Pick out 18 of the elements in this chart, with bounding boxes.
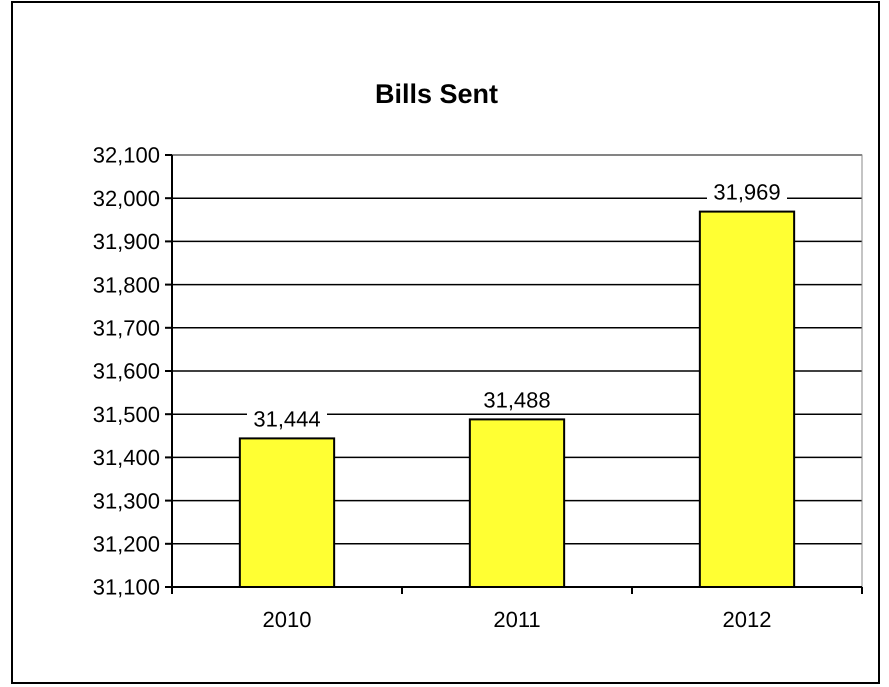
y-tick-label: 31,100: [92, 574, 160, 600]
y-tick-label: 31,600: [92, 358, 160, 384]
y-tick-label: 31,200: [92, 532, 160, 556]
y-tick-label: 31,500: [92, 402, 160, 427]
y-tick-label: 31,300: [92, 488, 160, 514]
x-tick-label: 2012: [722, 607, 772, 632]
y-tick-label: 32,000: [92, 186, 160, 211]
y-tick-label: 31,400: [92, 445, 160, 470]
x-tick-label: 2011: [493, 607, 541, 632]
data-label: 31,444: [253, 406, 321, 432]
data-label: 31,488: [483, 387, 551, 412]
y-tick-label: 31,900: [92, 229, 160, 254]
y-tick-label: 31,800: [92, 272, 160, 298]
y-tick-label: 32,100: [92, 142, 160, 168]
data-label: 31,969: [713, 180, 781, 205]
y-tick-label: 31,700: [92, 316, 160, 340]
chart-title: Bills Sent: [374, 79, 498, 109]
x-tick-label: 2010: [262, 607, 312, 632]
